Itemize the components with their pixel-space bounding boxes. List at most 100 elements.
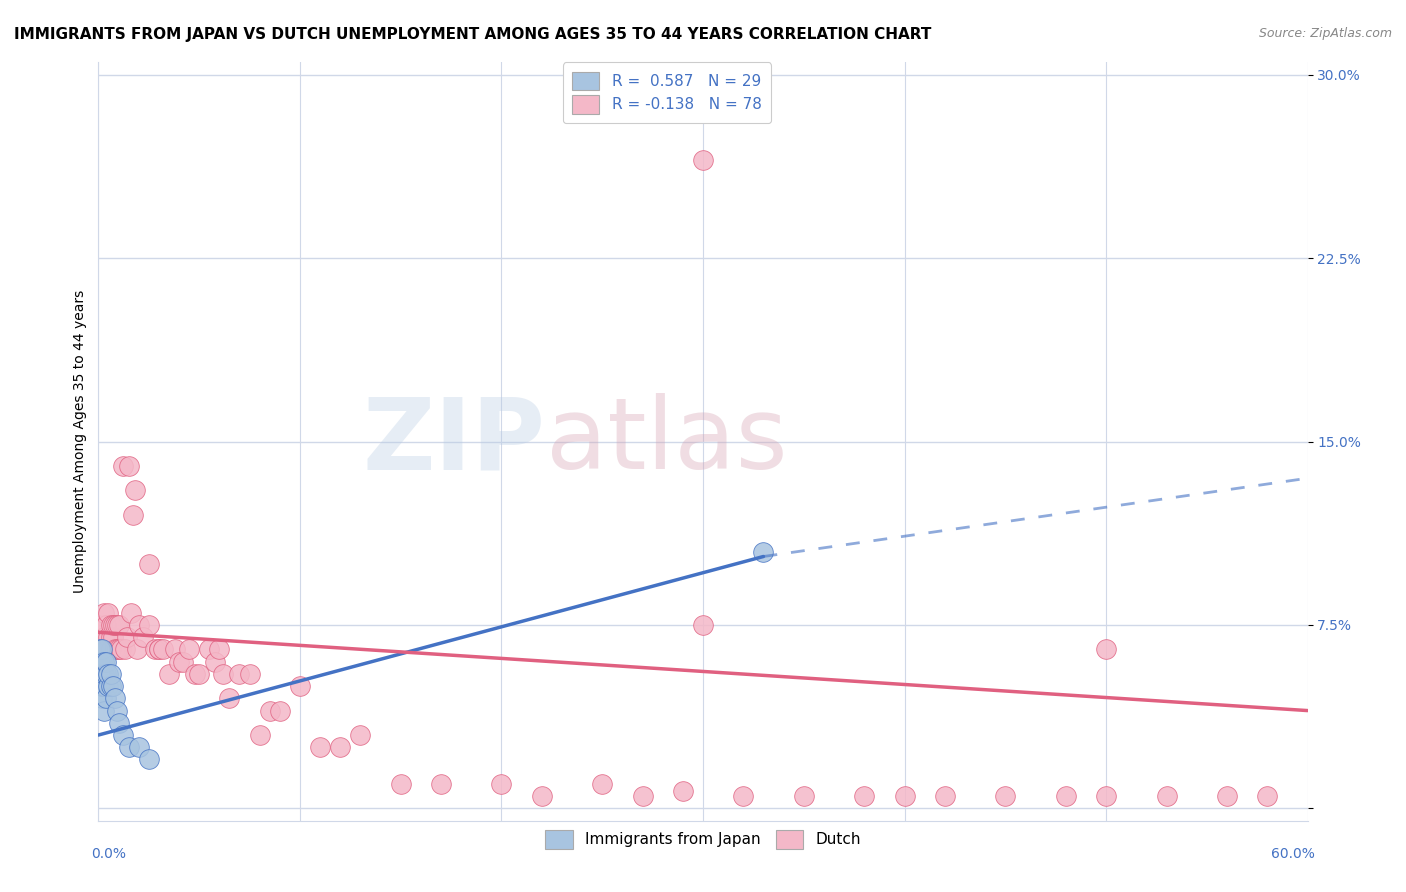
Point xyxy=(204,655,226,669)
Legend: Immigrants from Japan, Dutch: Immigrants from Japan, Dutch xyxy=(538,824,868,855)
Point xyxy=(107,642,129,657)
Point xyxy=(91,666,114,681)
Point xyxy=(128,740,150,755)
Point xyxy=(103,691,125,706)
Point xyxy=(107,715,129,730)
Point xyxy=(132,630,155,644)
Point xyxy=(163,642,186,657)
Point xyxy=(172,655,194,669)
Point xyxy=(138,618,160,632)
Point xyxy=(631,789,654,804)
Point xyxy=(934,789,956,804)
Point xyxy=(91,618,114,632)
Point xyxy=(389,777,412,791)
Point xyxy=(89,679,111,693)
Point xyxy=(91,642,114,657)
Point xyxy=(188,666,211,681)
Point xyxy=(491,777,513,791)
Point xyxy=(93,666,115,681)
Point xyxy=(692,153,714,168)
Point xyxy=(96,691,118,706)
Point xyxy=(91,679,114,693)
Point xyxy=(121,508,143,522)
Point xyxy=(249,728,271,742)
Point xyxy=(167,655,190,669)
Point xyxy=(148,642,170,657)
Text: 0.0%: 0.0% xyxy=(91,847,127,861)
Point xyxy=(329,740,352,755)
Point xyxy=(752,544,775,558)
Point xyxy=(120,606,142,620)
Point xyxy=(288,679,311,693)
Point xyxy=(100,630,122,644)
Point xyxy=(97,630,120,644)
Point xyxy=(228,666,250,681)
Point xyxy=(91,655,114,669)
Point xyxy=(101,630,124,644)
Point xyxy=(212,666,235,681)
Point xyxy=(138,752,160,766)
Point xyxy=(100,679,122,693)
Point xyxy=(853,789,876,804)
Point xyxy=(91,691,114,706)
Point xyxy=(105,618,128,632)
Point xyxy=(93,630,115,644)
Point xyxy=(101,679,124,693)
Point xyxy=(93,679,115,693)
Point xyxy=(1095,789,1118,804)
Point xyxy=(115,630,138,644)
Point xyxy=(430,777,453,791)
Point xyxy=(1216,789,1239,804)
Point xyxy=(733,789,755,804)
Point xyxy=(1156,789,1178,804)
Point xyxy=(198,642,221,657)
Text: ZIP: ZIP xyxy=(363,393,546,490)
Point xyxy=(125,642,148,657)
Point xyxy=(239,666,262,681)
Text: 60.0%: 60.0% xyxy=(1271,847,1315,861)
Point xyxy=(96,642,118,657)
Point xyxy=(208,642,231,657)
Text: atlas: atlas xyxy=(546,393,787,490)
Point xyxy=(96,655,118,669)
Point xyxy=(1054,789,1077,804)
Point xyxy=(93,704,115,718)
Point xyxy=(118,458,141,473)
Point xyxy=(184,666,207,681)
Point xyxy=(152,642,174,657)
Point xyxy=(111,458,134,473)
Point xyxy=(91,642,114,657)
Point xyxy=(138,557,160,571)
Point xyxy=(93,655,115,669)
Point xyxy=(110,642,132,657)
Point xyxy=(100,642,122,657)
Point xyxy=(793,789,815,804)
Point xyxy=(148,642,170,657)
Point xyxy=(672,784,695,798)
Point xyxy=(143,642,166,657)
Point xyxy=(100,666,122,681)
Point xyxy=(100,618,122,632)
Point xyxy=(93,606,115,620)
Point xyxy=(157,666,180,681)
Point xyxy=(107,618,129,632)
Point xyxy=(530,789,553,804)
Point xyxy=(259,704,281,718)
Point xyxy=(1256,789,1278,804)
Point xyxy=(591,777,613,791)
Point xyxy=(105,704,128,718)
Point xyxy=(89,666,111,681)
Point xyxy=(893,789,915,804)
Text: IMMIGRANTS FROM JAPAN VS DUTCH UNEMPLOYMENT AMONG AGES 35 TO 44 YEARS CORRELATIO: IMMIGRANTS FROM JAPAN VS DUTCH UNEMPLOYM… xyxy=(14,27,931,42)
Point xyxy=(101,618,124,632)
Point xyxy=(1095,642,1118,657)
Text: Source: ZipAtlas.com: Source: ZipAtlas.com xyxy=(1258,27,1392,40)
Point xyxy=(89,655,111,669)
Point xyxy=(103,642,125,657)
Point xyxy=(124,483,146,498)
Point xyxy=(269,704,291,718)
Point xyxy=(97,606,120,620)
Point xyxy=(96,618,118,632)
Point xyxy=(114,642,136,657)
Point xyxy=(692,618,714,632)
